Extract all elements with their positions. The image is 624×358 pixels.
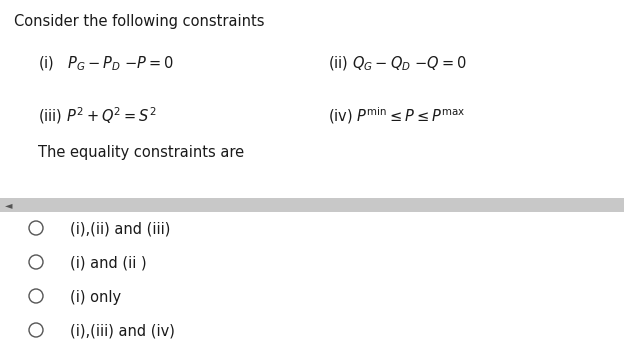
Text: (i) only: (i) only bbox=[70, 290, 121, 305]
Text: (i),(ii) and (iii): (i),(ii) and (iii) bbox=[70, 222, 170, 237]
Text: (iii) $P^2+Q^2=S^2$: (iii) $P^2+Q^2=S^2$ bbox=[38, 105, 157, 126]
Text: The equality constraints are: The equality constraints are bbox=[38, 145, 244, 160]
Text: (ii) $Q_G-Q_D$ $-Q=0$: (ii) $Q_G-Q_D$ $-Q=0$ bbox=[328, 55, 467, 73]
Text: ◄: ◄ bbox=[5, 200, 12, 210]
Text: (i),(iii) and (iv): (i),(iii) and (iv) bbox=[70, 324, 175, 339]
Text: (i)   $P_G-P_D$ $-P=0$: (i) $P_G-P_D$ $-P=0$ bbox=[38, 55, 173, 73]
Text: Consider the following constraints: Consider the following constraints bbox=[14, 14, 265, 29]
Text: (i) and (ii ): (i) and (ii ) bbox=[70, 256, 147, 271]
Bar bbox=[0, 198, 624, 212]
Text: (iv) $P^{\mathrm{min}}\leq P\leq P^{\mathrm{max}}$: (iv) $P^{\mathrm{min}}\leq P\leq P^{\mat… bbox=[328, 105, 465, 126]
